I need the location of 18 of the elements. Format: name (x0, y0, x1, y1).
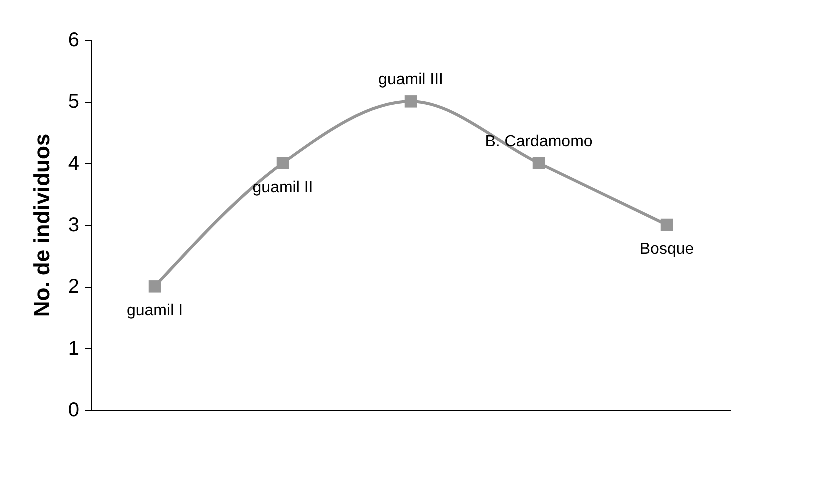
point (276, 157, 290, 170)
y-axis-title: No. de individuos (29, 134, 54, 318)
point (148, 280, 162, 293)
point (660, 218, 674, 232)
point (532, 157, 546, 170)
x-tick-label: guamil I (126, 302, 184, 320)
x-tick-label: Bosque (640, 241, 694, 258)
y-tick-label: 4 (68, 152, 80, 175)
x-tick-label: guamil III (378, 72, 444, 89)
y-tick-label: 1 (68, 338, 80, 360)
y-tick-label: 0 (68, 400, 80, 422)
point (404, 96, 418, 108)
x-tick-label: guamil II (252, 179, 314, 196)
y-tick-label: 2 (68, 276, 80, 298)
x-tick-label: B. Cardamomo (485, 133, 593, 150)
y-tick-label: 5 (68, 91, 80, 114)
y-tick-label: 6 (68, 30, 80, 52)
y-tick-label: 3 (68, 214, 80, 236)
